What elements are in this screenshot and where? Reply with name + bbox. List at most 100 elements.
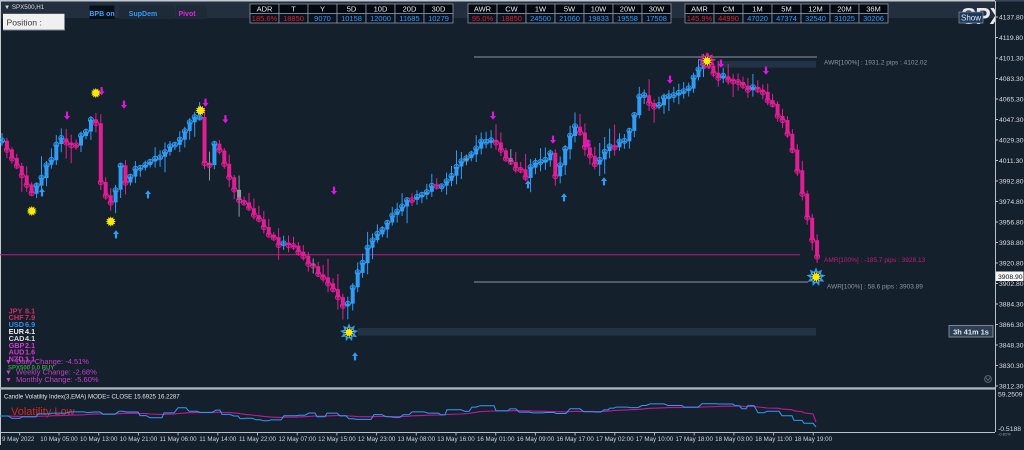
- svg-text:Candle Volatility Index(3,EMA): Candle Volatility Index(3,EMA) MODE= CLO…: [4, 394, 180, 401]
- svg-text:Monthly Change: -5.60%: Monthly Change: -5.60%: [16, 375, 99, 384]
- svg-text:13 May 08:00: 13 May 08:00: [398, 436, 436, 443]
- svg-text:AMR[100%] : -185.7 pips : 3928: AMR[100%] : -185.7 pips : 3928.13: [824, 257, 926, 264]
- svg-text:10 May 21:00: 10 May 21:00: [120, 436, 158, 443]
- svg-text:17 May 02:00: 17 May 02:00: [596, 436, 634, 443]
- svg-text:3908.90: 3908.90: [998, 274, 1023, 281]
- svg-text:11685: 11685: [399, 14, 419, 23]
- svg-text:17 May 10:00: 17 May 10:00: [636, 436, 674, 443]
- svg-text:30W: 30W: [649, 5, 665, 14]
- svg-text:47374: 47374: [776, 14, 797, 23]
- svg-text:11 May 22:00: 11 May 22:00: [239, 436, 277, 443]
- svg-text:USD: USD: [9, 320, 24, 329]
- svg-text:Weekly Change: -2.68%: Weekly Change: -2.68%: [16, 368, 97, 377]
- svg-text:Show: Show: [961, 14, 981, 23]
- svg-text:3902.80: 3902.80: [999, 281, 1024, 288]
- svg-text:CM: CM: [723, 5, 735, 14]
- svg-text:▼: ▼: [5, 370, 12, 377]
- svg-text:4011.30: 4011.30: [999, 158, 1023, 165]
- svg-text:3956.80: 3956.80: [999, 219, 1024, 226]
- svg-text:▼ SPX500,H1: ▼ SPX500,H1: [4, 4, 45, 11]
- svg-text:44990: 44990: [718, 14, 739, 23]
- svg-text:AWR: AWR: [474, 5, 492, 14]
- svg-text:NZD: NZD: [9, 355, 24, 364]
- svg-text:9070: 9070: [314, 14, 331, 23]
- svg-text:20D: 20D: [403, 5, 417, 14]
- svg-text:T: T: [291, 5, 296, 14]
- svg-text:12 May 15:00: 12 May 15:00: [318, 436, 356, 443]
- svg-text:-0.81%: -0.81%: [998, 432, 1011, 437]
- svg-text:17508: 17508: [646, 14, 667, 23]
- svg-text:10158: 10158: [341, 14, 362, 23]
- svg-text:4119.80: 4119.80: [999, 35, 1023, 42]
- svg-text:18850: 18850: [283, 14, 304, 23]
- svg-text:4137.80: 4137.80: [999, 14, 1024, 21]
- svg-text:95.0%: 95.0%: [472, 14, 494, 23]
- svg-text:3866.30: 3866.30: [999, 322, 1024, 329]
- svg-text:Daily Change: -4.51%: Daily Change: -4.51%: [16, 357, 89, 366]
- svg-text:Pivot: Pivot: [178, 11, 196, 18]
- svg-text:12M: 12M: [808, 5, 823, 14]
- svg-text:1W: 1W: [535, 5, 547, 14]
- svg-text:1M: 1M: [752, 5, 762, 14]
- svg-text:3992.80: 3992.80: [999, 178, 1024, 185]
- svg-text:21060: 21060: [559, 14, 580, 23]
- svg-text:3848.30: 3848.30: [999, 342, 1024, 349]
- svg-text:19558: 19558: [617, 14, 638, 23]
- svg-text:3h 41m 1s: 3h 41m 1s: [953, 327, 989, 336]
- svg-text:20W: 20W: [620, 5, 636, 14]
- svg-text:3884.30: 3884.30: [999, 301, 1024, 308]
- svg-text:16 May 09:00: 16 May 09:00: [517, 436, 555, 443]
- svg-text:1.1: 1.1: [25, 355, 35, 364]
- svg-text:10D: 10D: [374, 5, 388, 14]
- svg-text:12000: 12000: [370, 14, 391, 23]
- svg-text:ADR: ADR: [257, 5, 273, 14]
- svg-text:10W: 10W: [591, 5, 607, 14]
- svg-text:4.1: 4.1: [25, 327, 35, 336]
- svg-text:AUD: AUD: [9, 348, 25, 357]
- svg-text:▼: ▼: [5, 377, 12, 384]
- svg-text:▼: ▼: [5, 359, 12, 366]
- svg-text:11 May 06:00: 11 May 06:00: [160, 436, 198, 443]
- svg-text:CHF: CHF: [9, 313, 25, 322]
- svg-text:3938.80: 3938.80: [999, 240, 1024, 247]
- svg-text:3812.30: 3812.30: [999, 383, 1024, 390]
- svg-text:10 May 05:00: 10 May 05:00: [40, 436, 78, 443]
- svg-text:18 May 19:00: 18 May 19:00: [795, 436, 833, 443]
- svg-text:CW: CW: [505, 5, 518, 14]
- svg-text:18 May 11:00: 18 May 11:00: [755, 436, 793, 443]
- svg-text:185.6%: 185.6%: [252, 14, 278, 23]
- svg-text:4065.30: 4065.30: [999, 96, 1024, 103]
- svg-text:5M: 5M: [781, 5, 791, 14]
- svg-text:AMR: AMR: [691, 5, 708, 14]
- svg-text:CAD: CAD: [9, 334, 25, 343]
- svg-text:47020: 47020: [747, 14, 768, 23]
- svg-text:JPY: JPY: [9, 306, 23, 315]
- svg-text:18850: 18850: [501, 14, 522, 23]
- svg-text:8.1: 8.1: [25, 306, 35, 315]
- svg-text:AWR[100%] : 58.6 pips : 3903.8: AWR[100%] : 58.6 pips : 3903.89: [827, 284, 923, 291]
- svg-text:10 May 13:00: 10 May 13:00: [80, 436, 118, 443]
- svg-text:59.2509: 59.2509: [998, 392, 1023, 399]
- svg-text:32540: 32540: [805, 14, 826, 23]
- svg-text:2.1: 2.1: [25, 341, 35, 350]
- svg-text:EUR: EUR: [9, 327, 25, 336]
- svg-text:SupDem: SupDem: [129, 11, 157, 18]
- svg-text:-0.5188: -0.5188: [998, 426, 1021, 433]
- svg-text:4083.30: 4083.30: [999, 76, 1024, 83]
- svg-text:13 May 16:00: 13 May 16:00: [437, 436, 475, 443]
- svg-text:30D: 30D: [432, 5, 446, 14]
- svg-text:30206: 30206: [863, 14, 884, 23]
- svg-text:Y: Y: [320, 5, 325, 14]
- svg-text:17 May 18:00: 17 May 18:00: [675, 436, 713, 443]
- svg-text:16 May 01:00: 16 May 01:00: [477, 436, 515, 443]
- svg-text:7.9: 7.9: [25, 313, 35, 322]
- svg-text:3974.80: 3974.80: [999, 199, 1024, 206]
- svg-text:19833: 19833: [588, 14, 609, 23]
- svg-text:12 May 23:00: 12 May 23:00: [358, 436, 396, 443]
- svg-text:1.6: 1.6: [25, 348, 35, 357]
- svg-text:9 May 2022: 9 May 2022: [2, 436, 35, 443]
- svg-text:20M: 20M: [837, 5, 852, 14]
- svg-text:4.1: 4.1: [25, 334, 35, 343]
- svg-text:12 May 07:00: 12 May 07:00: [278, 436, 316, 443]
- svg-text:36M: 36M: [866, 5, 881, 14]
